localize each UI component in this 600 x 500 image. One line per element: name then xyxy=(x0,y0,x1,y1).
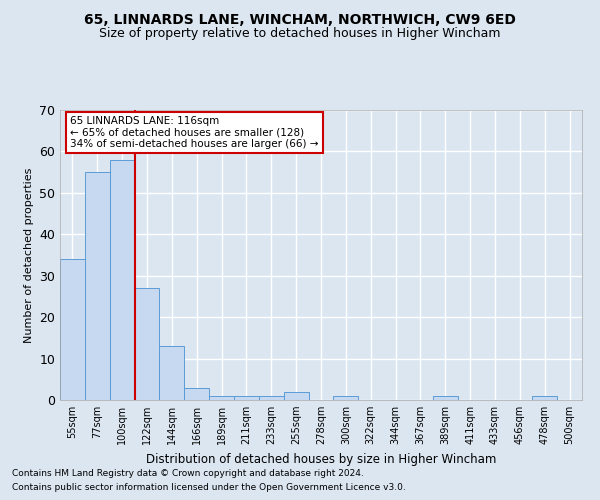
Bar xyxy=(60,259,85,400)
Text: Size of property relative to detached houses in Higher Wincham: Size of property relative to detached ho… xyxy=(99,28,501,40)
Bar xyxy=(234,396,259,400)
Text: 65 LINNARDS LANE: 116sqm
← 65% of detached houses are smaller (128)
34% of semi-: 65 LINNARDS LANE: 116sqm ← 65% of detach… xyxy=(70,116,319,149)
Text: Contains public sector information licensed under the Open Government Licence v3: Contains public sector information licen… xyxy=(12,484,406,492)
Bar xyxy=(160,346,184,400)
Bar xyxy=(334,396,358,400)
Bar xyxy=(184,388,209,400)
Y-axis label: Number of detached properties: Number of detached properties xyxy=(23,168,34,342)
Bar xyxy=(110,160,134,400)
Bar xyxy=(284,392,308,400)
Bar xyxy=(532,396,557,400)
Bar xyxy=(85,172,110,400)
Bar xyxy=(433,396,458,400)
X-axis label: Distribution of detached houses by size in Higher Wincham: Distribution of detached houses by size … xyxy=(146,452,496,466)
Bar xyxy=(134,288,160,400)
Bar xyxy=(259,396,284,400)
Bar xyxy=(209,396,234,400)
Text: Contains HM Land Registry data © Crown copyright and database right 2024.: Contains HM Land Registry data © Crown c… xyxy=(12,468,364,477)
Text: 65, LINNARDS LANE, WINCHAM, NORTHWICH, CW9 6ED: 65, LINNARDS LANE, WINCHAM, NORTHWICH, C… xyxy=(84,12,516,26)
